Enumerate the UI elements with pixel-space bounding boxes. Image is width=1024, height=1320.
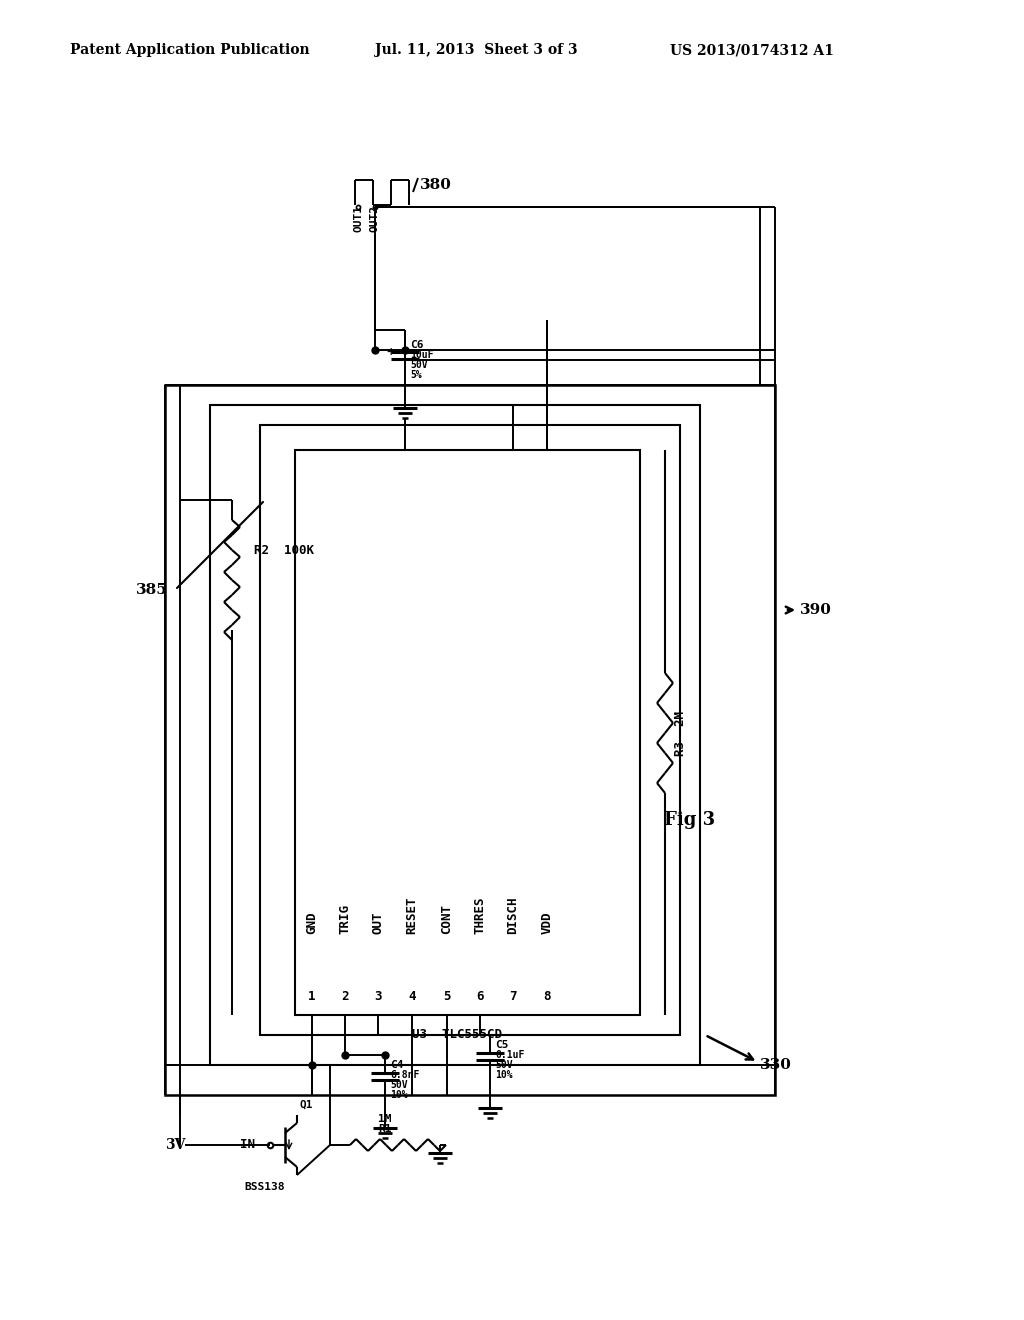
- Text: Jul. 11, 2013  Sheet 3 of 3: Jul. 11, 2013 Sheet 3 of 3: [375, 44, 578, 57]
- Text: 390: 390: [800, 603, 831, 616]
- Text: 3: 3: [374, 990, 382, 1003]
- Text: 10uF: 10uF: [410, 350, 433, 360]
- Text: 50V: 50V: [495, 1060, 513, 1071]
- Text: 380: 380: [420, 178, 452, 191]
- Text: 1: 1: [308, 990, 315, 1003]
- Text: 385: 385: [136, 583, 168, 597]
- Text: Q1: Q1: [300, 1100, 313, 1110]
- Bar: [260, 425, 680, 1035]
- Text: IN: IN: [240, 1138, 255, 1151]
- Bar: [165, 385, 775, 1096]
- Text: +: +: [387, 345, 395, 359]
- Text: 2: 2: [341, 990, 349, 1003]
- Text: R3  2M: R3 2M: [674, 710, 686, 755]
- Text: 50V: 50V: [390, 1080, 408, 1090]
- Text: THRES: THRES: [473, 896, 486, 933]
- Text: R2  100K: R2 100K: [254, 544, 314, 557]
- Text: US 2013/0174312 A1: US 2013/0174312 A1: [670, 44, 834, 57]
- Text: U3  TLC555CD: U3 TLC555CD: [412, 1028, 502, 1041]
- Text: C4: C4: [390, 1060, 403, 1071]
- Text: RESET: RESET: [406, 896, 419, 933]
- Text: BSS138: BSS138: [245, 1181, 286, 1192]
- Bar: [210, 405, 700, 1065]
- Text: TRIG: TRIG: [339, 904, 351, 935]
- Text: GND: GND: [305, 912, 318, 935]
- Text: OUT: OUT: [372, 912, 384, 935]
- Bar: [295, 450, 640, 1015]
- Text: 5: 5: [443, 990, 451, 1003]
- Text: R1: R1: [378, 1125, 392, 1134]
- Text: 6: 6: [476, 990, 483, 1003]
- Text: 5%: 5%: [410, 370, 422, 380]
- Text: Fig 3: Fig 3: [665, 810, 716, 829]
- Text: OUT2: OUT2: [370, 205, 380, 231]
- Text: 1M: 1M: [378, 1114, 392, 1125]
- Text: C6: C6: [410, 341, 424, 350]
- Text: 0.1uF: 0.1uF: [495, 1049, 524, 1060]
- Text: Patent Application Publication: Patent Application Publication: [70, 44, 309, 57]
- Text: 50V: 50V: [410, 360, 428, 370]
- Text: CONT: CONT: [440, 904, 454, 935]
- Text: 8: 8: [544, 990, 551, 1003]
- Text: 3V: 3V: [165, 1138, 185, 1152]
- Text: 7: 7: [509, 990, 517, 1003]
- Text: C5: C5: [495, 1040, 509, 1049]
- Text: 6.8nF: 6.8nF: [390, 1071, 420, 1080]
- Text: VDD: VDD: [541, 912, 554, 935]
- Text: 10%: 10%: [495, 1071, 513, 1080]
- Text: DISCH: DISCH: [507, 896, 519, 933]
- Text: 330: 330: [760, 1059, 792, 1072]
- Text: OUT1: OUT1: [353, 205, 362, 231]
- Text: 10%: 10%: [390, 1090, 408, 1100]
- Text: 4: 4: [409, 990, 416, 1003]
